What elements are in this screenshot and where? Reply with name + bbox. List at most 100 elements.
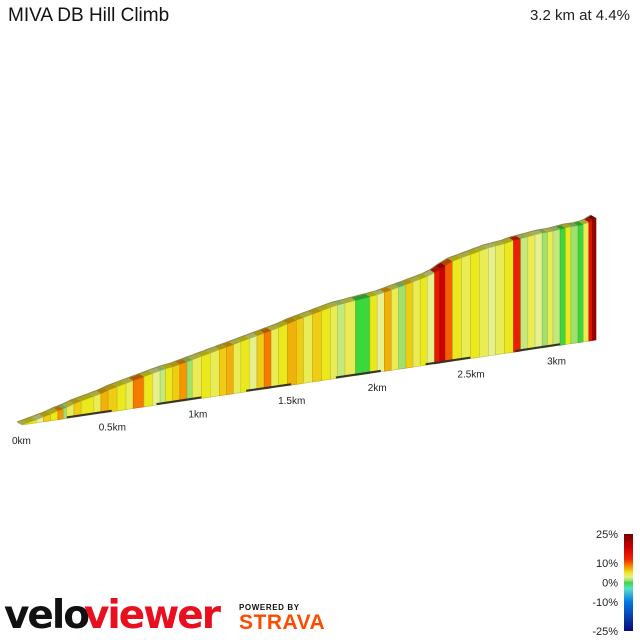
grade-segment	[226, 344, 234, 396]
grade-segment	[270, 327, 279, 389]
segment-summary: 3.2 km at 4.4%	[529, 7, 630, 24]
grade-segment-top	[235, 335, 250, 342]
grade-segment-top	[291, 314, 304, 321]
grade-segment-top	[147, 367, 161, 374]
grade-scale-label: 25%	[596, 529, 618, 541]
grade-segment	[179, 361, 188, 402]
grade-segment-top	[415, 273, 428, 280]
grade-segment-top	[350, 293, 370, 301]
distance-tick-mark	[156, 396, 202, 406]
grade-segment	[383, 289, 392, 372]
segment-title: MIVA DB Hill Climb	[8, 5, 170, 26]
grade-segment-top	[196, 350, 211, 357]
grade-segment	[321, 307, 331, 381]
grade-segment	[504, 240, 514, 354]
grade-segment	[461, 254, 471, 361]
distance-tick-label: 2.5km	[457, 370, 484, 381]
grade-segment	[116, 382, 127, 412]
grade-segment-top	[429, 266, 440, 273]
grade-segment-top	[400, 278, 413, 285]
grade-segment-top	[244, 332, 257, 339]
grade-segment-top	[440, 258, 453, 266]
grade-segment	[287, 319, 297, 387]
grade-segment	[488, 245, 496, 357]
grade-segment-top	[325, 302, 338, 308]
distance-tick-label: 3km	[547, 356, 566, 367]
logo-velo-text: velo	[4, 593, 89, 636]
grade-segment-top	[22, 416, 37, 423]
grade-segment	[125, 380, 134, 410]
distance-tick-mark	[515, 343, 561, 352]
grade-segment	[172, 363, 181, 404]
grade-segment	[210, 349, 220, 398]
grade-segment	[303, 313, 313, 384]
grade-segment	[412, 278, 421, 368]
grade-segment-top	[58, 404, 67, 409]
grade-segment-top	[205, 346, 220, 354]
grade-segment-top	[465, 248, 480, 255]
grade-segment	[541, 231, 548, 349]
grade-segment	[495, 243, 505, 356]
distance-tick-label: 1.5km	[278, 396, 305, 407]
grade-segment-top	[167, 361, 180, 367]
grade-segment-top	[38, 411, 51, 417]
grade-segment	[588, 219, 593, 342]
grade-segment-top	[174, 358, 187, 365]
grade-segment-top	[490, 240, 505, 247]
logo-viewer-text: viewer	[84, 593, 222, 636]
grade-segment	[513, 238, 522, 353]
grade-segment	[439, 264, 446, 364]
grade-segment	[249, 335, 258, 392]
distance-tick-label: 0km	[12, 436, 31, 447]
grade-scale-label: -10%	[592, 597, 618, 609]
grade-segment-top	[187, 353, 202, 360]
grade-segment-top	[221, 341, 234, 348]
grade-segment	[592, 217, 597, 341]
grade-segment-top	[69, 398, 82, 404]
grade-segment	[192, 355, 202, 401]
veloviewer-logo: velo viewer	[4, 593, 224, 636]
grade-segment	[565, 226, 572, 345]
grade-segment-top	[121, 377, 134, 384]
grade-segment	[219, 346, 227, 397]
grade-segment-top	[386, 284, 399, 290]
grade-segment-top	[537, 229, 548, 233]
grade-segment-top	[339, 297, 356, 304]
grade-segment-top	[139, 370, 153, 377]
grade-segment	[337, 302, 346, 379]
grade-segment-top	[228, 338, 241, 345]
grade-segment-top	[266, 324, 279, 331]
distance-tick-label: 2km	[368, 383, 387, 394]
distance-tick-mark	[66, 409, 112, 419]
grade-segment-top	[76, 393, 94, 401]
grade-segment	[444, 260, 453, 363]
strava-logo-text: STRAVA	[239, 611, 326, 634]
grade-segment	[344, 300, 356, 378]
grade-segment	[100, 389, 109, 414]
grade-segment	[263, 330, 272, 390]
grade-segment-top	[273, 320, 288, 328]
grade-colour-bar	[624, 534, 633, 631]
distance-tick-mark	[425, 356, 471, 366]
grade-segment	[527, 234, 536, 351]
distance-tick-mark	[246, 383, 292, 392]
grade-segment-top	[282, 317, 297, 324]
grade-segment	[470, 250, 480, 359]
grade-segment	[369, 294, 378, 374]
grade-segment	[391, 286, 400, 371]
grade-segment-top	[88, 390, 101, 397]
grade-segment-top	[112, 380, 126, 387]
grade-segment-top	[103, 383, 118, 391]
grade-segment	[452, 257, 462, 362]
grade-segment	[93, 393, 102, 415]
grade-scale-label: 0%	[602, 578, 618, 590]
grade-segment-top	[447, 254, 462, 262]
grade-segment-top	[379, 286, 392, 293]
grade-segment	[520, 236, 529, 352]
grade-segment	[62, 406, 68, 420]
distance-tick-label: 0.5km	[99, 423, 126, 434]
grade-segment	[479, 247, 489, 358]
grade-segment	[296, 317, 304, 385]
grade-segment	[165, 366, 173, 405]
